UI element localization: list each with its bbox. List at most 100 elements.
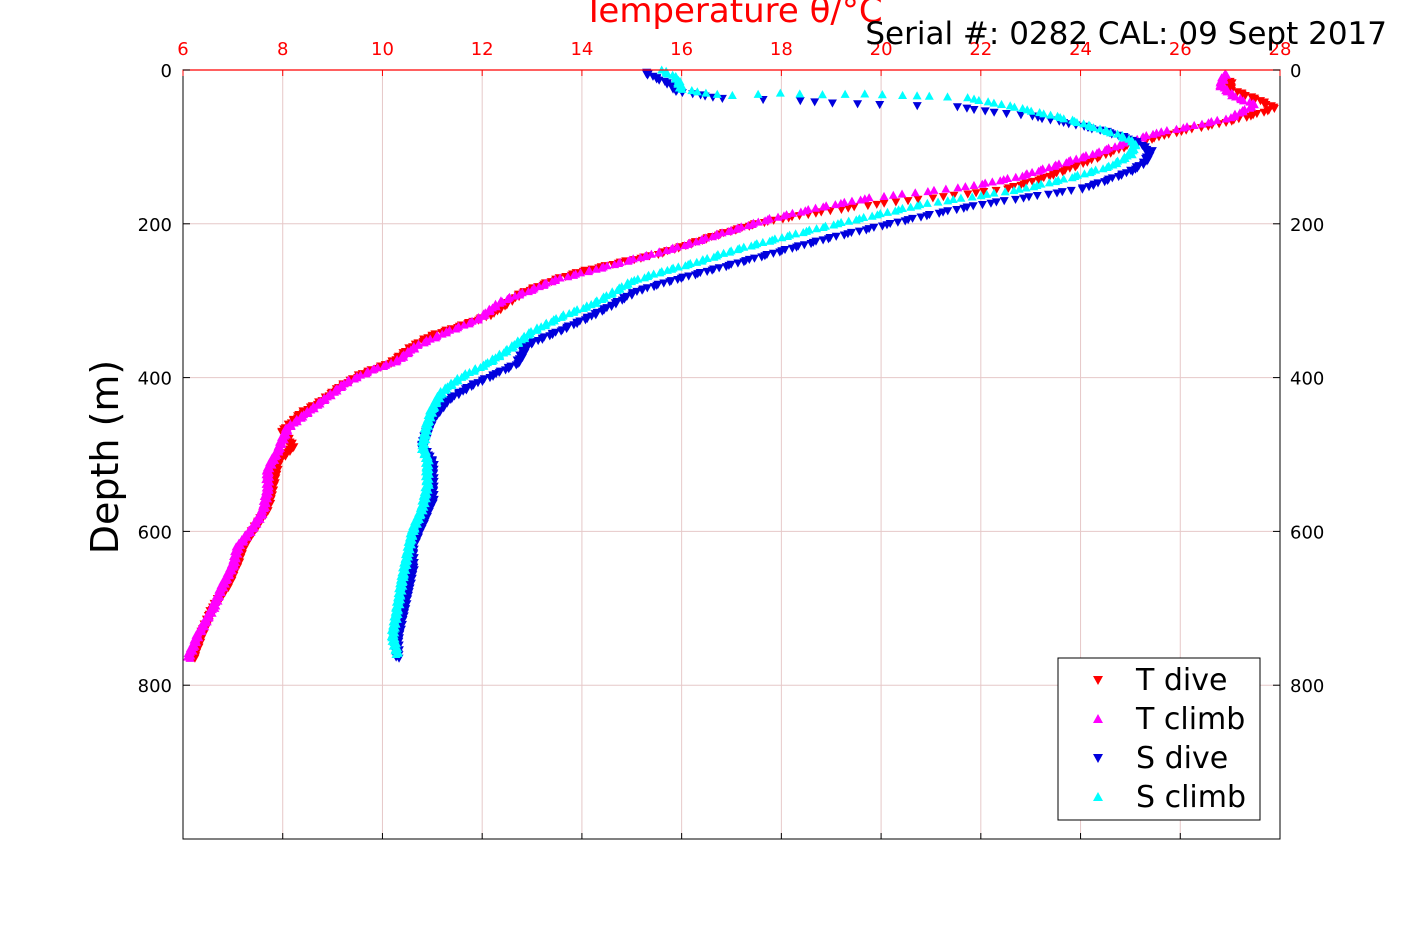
data-point: [725, 247, 735, 256]
data-point: [843, 204, 853, 213]
data-point: [1203, 118, 1213, 127]
data-point: [877, 222, 887, 231]
data-point: [696, 235, 706, 245]
data-point: [971, 189, 981, 198]
data-point: [1079, 169, 1089, 178]
data-point: [798, 228, 808, 237]
data-point: [361, 369, 371, 378]
data-point: [877, 90, 887, 99]
data-point: [691, 237, 701, 246]
data-point: [1162, 125, 1172, 135]
data-point: [662, 265, 672, 274]
data-point: [912, 201, 922, 210]
data-point: [829, 220, 839, 229]
data-point: [733, 259, 743, 268]
data-point: [1002, 109, 1012, 119]
data-point: [897, 189, 907, 198]
data-point: [818, 222, 828, 231]
data-point: [968, 202, 978, 211]
data-point: [1026, 106, 1036, 115]
data-point: [623, 256, 633, 265]
data-point: [1014, 184, 1024, 193]
data-point: [1034, 176, 1044, 185]
data-point: [916, 213, 926, 222]
data-point: [775, 88, 785, 97]
data-point: [795, 89, 805, 98]
data-point: [1009, 185, 1019, 195]
data-point: [1189, 120, 1199, 129]
data-point: [758, 237, 768, 246]
data-point: [952, 103, 962, 112]
data-point: [654, 248, 664, 257]
data-point: [922, 198, 932, 207]
data-point: [635, 253, 645, 262]
data-point: [836, 198, 846, 208]
data-point: [451, 324, 461, 333]
data-point: [1085, 168, 1095, 177]
data-point: [890, 206, 900, 215]
data-point: [475, 362, 485, 372]
data-point: [787, 244, 797, 253]
data-point: [712, 89, 722, 98]
legend-marker: [1093, 754, 1103, 763]
data-point: [692, 257, 702, 266]
data-point: [782, 231, 792, 240]
data-point: [1100, 146, 1110, 155]
data-point: [677, 84, 687, 93]
data-point: [787, 208, 797, 217]
data-point: [692, 87, 702, 96]
data-point: [680, 241, 690, 250]
y-tick-label-left: 800: [138, 676, 172, 697]
data-point: [1084, 183, 1094, 192]
data-point: [732, 224, 742, 233]
data-point: [811, 203, 821, 212]
data-point: [977, 200, 987, 210]
data-point: [666, 244, 676, 253]
data-point: [810, 98, 820, 107]
series-s-climb: [386, 65, 1141, 659]
data-point: [989, 98, 999, 107]
y-axis-label: Depth (m): [83, 360, 127, 555]
data-point: [578, 303, 588, 312]
data-point: [983, 97, 993, 106]
data-point: [779, 211, 789, 220]
data-point: [991, 186, 1001, 195]
data-point: [1051, 177, 1061, 186]
data-point: [743, 221, 753, 230]
data-point: [701, 88, 711, 97]
data-point: [733, 245, 743, 254]
serial-annotation: Serial #: 0282 CAL: 09 Sept 2017: [865, 16, 1387, 52]
data-point: [812, 224, 822, 233]
data-point: [746, 241, 756, 250]
data-point: [662, 69, 672, 78]
data-point: [1027, 167, 1037, 177]
data-point: [1226, 113, 1236, 122]
x-tick-label: 20: [870, 39, 893, 60]
y-tick-label-right: 0: [1290, 61, 1301, 82]
data-point: [391, 357, 401, 366]
legend-marker: [1093, 714, 1103, 723]
data-point: [721, 263, 731, 272]
data-point: [717, 228, 727, 237]
data-point: [502, 295, 512, 304]
data-point: [510, 291, 520, 300]
data-point: [861, 226, 871, 235]
data-point: [368, 365, 378, 374]
data-point: [612, 285, 622, 295]
data-point: [697, 256, 707, 265]
data-point: [758, 96, 768, 105]
x-tick-label: 26: [1169, 39, 1192, 60]
data-point: [1259, 108, 1269, 117]
data-point: [1003, 185, 1013, 194]
x-tick-label: 28: [1269, 39, 1292, 60]
data-point: [893, 218, 903, 227]
data-point: [967, 192, 977, 201]
data-point: [980, 107, 990, 116]
data-point: [564, 309, 574, 318]
data-point: [888, 190, 898, 199]
data-point: [690, 271, 700, 280]
data-point: [640, 273, 650, 282]
data-point: [1100, 178, 1110, 187]
data-point: [1000, 187, 1010, 196]
